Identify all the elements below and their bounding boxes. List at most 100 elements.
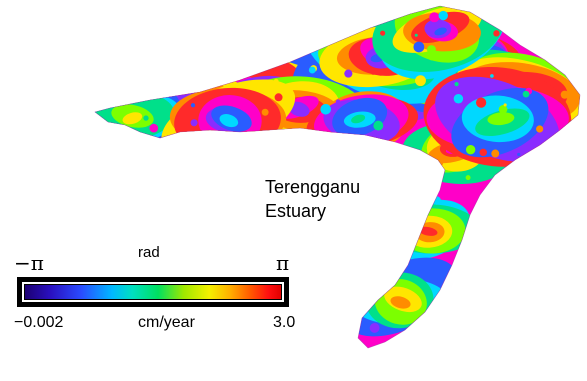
fringe-speckle — [326, 131, 334, 140]
fringe-speckle — [437, 321, 445, 329]
fringe-band — [351, 114, 366, 124]
fringe-speckle — [429, 12, 440, 23]
colorbar-unit-rate: cm/year — [138, 314, 195, 331]
fringe-speckle — [453, 94, 464, 104]
fringe-speckle — [484, 268, 490, 274]
fringe-speckle — [110, 79, 116, 85]
fringe-speckle — [401, 334, 411, 344]
fringe-band — [418, 226, 438, 236]
fringe-speckle — [518, 248, 527, 257]
estuary-label-line1: Terengganu — [265, 177, 361, 197]
colorbar — [17, 277, 289, 307]
fringe-speckle — [475, 97, 487, 108]
fringe-speckle — [151, 110, 156, 114]
fringe-speckle — [403, 246, 413, 256]
colorbar-min-phase: −π — [14, 251, 44, 275]
fringe-speckle — [318, 268, 330, 279]
fringe-speckle — [374, 224, 382, 232]
fringe-speckle — [491, 149, 500, 158]
fringe-speckle — [176, 69, 185, 77]
fringe-speckle — [442, 315, 450, 323]
colorbar-max-phase: π — [276, 251, 290, 275]
fringe-speckle — [543, 329, 555, 341]
fringe-speckle — [552, 202, 562, 213]
estuary-label: Terengganu Estuary — [265, 175, 360, 223]
fringe-speckle — [264, 221, 274, 231]
fringe-speckle — [138, 218, 148, 229]
fringe-band — [424, 19, 452, 39]
fringe-speckle — [380, 30, 386, 36]
fringe-speckle — [415, 75, 426, 87]
fringe-speckle — [472, 29, 476, 33]
fringe-speckle — [308, 66, 316, 74]
coastline-outline — [94, 5, 581, 349]
fringe-speckle — [490, 74, 494, 78]
fringe-speckle — [306, 140, 310, 144]
fringe-speckle — [536, 125, 544, 133]
fringe-speckle — [221, 202, 228, 209]
fringe-speckle — [539, 333, 544, 338]
fringe-speckle — [549, 58, 555, 64]
fringe-speckle — [238, 223, 247, 232]
fringe-speckle — [100, 238, 106, 244]
fringe-speckle — [124, 306, 133, 315]
fringe-speckle — [570, 11, 578, 19]
fringe-speckle — [493, 30, 500, 37]
fringe-speckle — [267, 143, 276, 152]
fringe-speckle — [537, 244, 541, 248]
colorbar-ramp — [25, 285, 281, 299]
fringe-speckle — [273, 78, 279, 84]
fringe-speckle — [427, 45, 436, 55]
fringe-speckle — [164, 182, 175, 194]
colorbar-unit-phase: rad — [138, 244, 160, 261]
fringe-speckle — [112, 16, 124, 28]
fringe-speckle — [451, 339, 456, 345]
fringe-speckle — [560, 9, 567, 16]
fringe-speckle — [469, 272, 474, 277]
fringe-speckle — [182, 22, 193, 33]
fringe-speckle — [165, 89, 173, 97]
fringe-speckle — [238, 60, 243, 66]
fringe-speckle — [153, 67, 160, 75]
fringe-speckle — [535, 45, 544, 55]
fringe-speckle — [374, 281, 385, 292]
fringe-speckle — [560, 90, 569, 99]
fringe-speckle — [171, 181, 175, 185]
fringe-speckle — [215, 206, 227, 217]
fringe-speckle — [126, 232, 136, 242]
fringe-speckle — [413, 41, 425, 53]
fringe-speckle — [155, 10, 165, 20]
fringe-speckle — [391, 260, 401, 269]
fringe-speckle — [143, 115, 149, 121]
fringe-speckle — [271, 35, 279, 42]
fringe-speckle — [503, 103, 507, 107]
fringe-speckle — [554, 305, 562, 313]
fringe-speckle — [320, 104, 331, 115]
fringe-speckle — [187, 264, 191, 269]
fringe-speckle — [145, 26, 156, 37]
fringe-speckle — [190, 119, 198, 127]
fringe-speckle — [483, 195, 494, 206]
fringe-speckle — [498, 105, 508, 114]
fringe-speckle — [149, 123, 159, 133]
fringe-speckle — [381, 8, 387, 14]
fringe-speckle — [147, 75, 157, 85]
fringe-speckle — [203, 149, 214, 160]
fringe-speckle — [190, 103, 196, 108]
fringe-speckle — [522, 90, 530, 98]
fringe-speckle — [545, 266, 552, 273]
fringe-speckle — [216, 57, 224, 65]
fringe-band — [219, 114, 239, 128]
fringe-speckle — [378, 266, 388, 275]
fringe-speckle — [321, 326, 330, 336]
fringe-speckle — [112, 325, 118, 331]
fringe-speckle — [151, 96, 163, 108]
colorbar-frame — [22, 282, 284, 302]
fringe-speckle — [470, 320, 475, 325]
fringe-band — [390, 296, 411, 309]
fringe-speckle — [335, 99, 341, 104]
fringe-speckle — [149, 61, 154, 66]
fringe-speckle — [517, 152, 521, 157]
